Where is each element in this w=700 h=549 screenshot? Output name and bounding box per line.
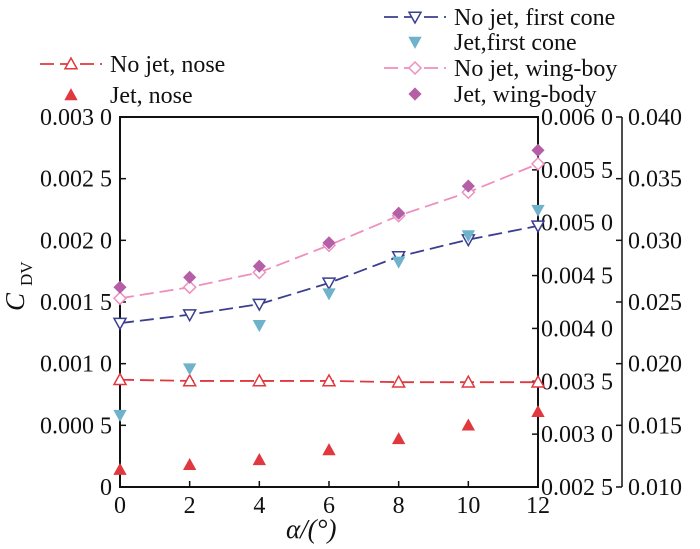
x-tick-label: 12 [526,493,550,519]
data-point [182,373,197,387]
data-point [252,298,267,312]
right2-tick-label: 0.010 [628,475,682,501]
legend-marker [408,87,422,101]
right2-tick-label: 0.015 [628,413,682,439]
y-axis-title: C DV [0,261,36,311]
legend-label: Jet, nose [110,83,193,109]
legend-entry: No jet, wing-boy [384,56,617,82]
data-point [321,373,337,387]
legend-entry: Jet,first cone [408,30,577,56]
right1-tick-label: 0.004 5 [541,264,613,290]
x-tick-label: 4 [253,493,265,519]
data-point [252,373,267,387]
data-point [112,291,128,306]
data-point [530,220,546,234]
data-point [531,404,545,417]
data-point [531,143,545,157]
data-point [113,462,127,475]
data-point [391,374,406,388]
x-tick-label: 10 [456,493,480,519]
data-point [183,270,197,284]
legend-entry: Jet, wing-body [408,82,597,108]
right1-tick-label: 0.002 5 [541,475,613,501]
data-point [252,320,267,333]
x-tick-label: 8 [393,493,405,519]
data-point [461,374,476,388]
data-point [182,363,197,376]
data-point [113,280,127,294]
data-point [530,374,546,388]
data-point [461,230,476,243]
legend-entry: Jet, nose [64,83,193,109]
right1-tick-label: 0.006 0 [541,105,613,131]
right2-tick-label: 0.040 [628,105,682,131]
tick-labels: 0 2 4 6 8 10 12 0 0.000 5 0.001 0 0.001 5 0.002 0 0.… [40,105,682,519]
left-tick-label: 0.003 0 [40,105,112,131]
right1-tick-label: 0.005 0 [541,211,613,237]
data-point [391,432,406,445]
right2-tick-label: 0.025 [628,290,682,316]
right2-tick-label: 0.020 [628,352,682,378]
legend-marker [408,36,422,49]
x-axis-title: α/(°) [286,514,336,544]
left-tick-label: 0.002 0 [40,228,112,254]
data-point [531,204,545,217]
data-point [322,443,336,456]
plot-area-border [119,116,539,488]
y-axis-title-sub: DV [17,261,36,286]
data-point [530,156,546,171]
series-0 [112,372,546,388]
right2-tick-label: 0.035 [628,167,682,193]
left-tick-label: 0.000 5 [40,413,112,439]
legend-marker [407,11,423,25]
legend-marker [63,56,79,70]
series-1 [113,404,545,475]
right1-tick-label: 0.003 5 [541,369,613,395]
legend-label: No jet, wing-boy [454,56,617,82]
legend-label: No jet, first cone [454,5,615,31]
x-tick-label: 2 [184,493,196,519]
data-point [112,372,128,386]
data-point [182,309,197,323]
data-point [252,259,266,273]
legend-marker [64,88,78,101]
x-tick-label: 0 [114,493,126,519]
left-tick-label: 0 [100,475,112,501]
right1-tick-label: 0.004 0 [541,316,613,342]
legend-label: No jet, nose [110,52,225,78]
legend-entry: No jet, first cone [384,5,615,31]
series-5 [113,143,545,294]
series-3 [113,204,545,422]
data-point [322,288,336,301]
data-point [113,409,127,422]
data-point [112,317,128,331]
data-point [182,457,197,471]
right1-tick-label: 0.003 0 [541,422,613,448]
data-point [321,277,337,291]
data-point [252,453,267,466]
data-point [461,418,476,431]
left-tick-label: 0.001 0 [40,352,112,378]
right1-tick-label: 0.005 5 [541,158,613,184]
legend-label: Jet,first cone [454,30,577,56]
series-group [112,143,546,475]
data-point [182,280,197,295]
left-tick-label: 0.002 5 [40,167,112,193]
data-point [322,236,336,250]
data-point [461,179,475,193]
x-tick-label: 6 [323,493,335,519]
legend-label: Jet, wing-body [454,82,597,108]
left-tick-label: 0.001 5 [40,290,112,316]
data-point [391,256,406,269]
legend-entry: No jet, nose [40,52,225,78]
y-axis-title-main: C [0,292,30,311]
data-point [392,206,406,220]
legend-marker [407,60,423,76]
right2-tick-label: 0.030 [628,228,682,254]
